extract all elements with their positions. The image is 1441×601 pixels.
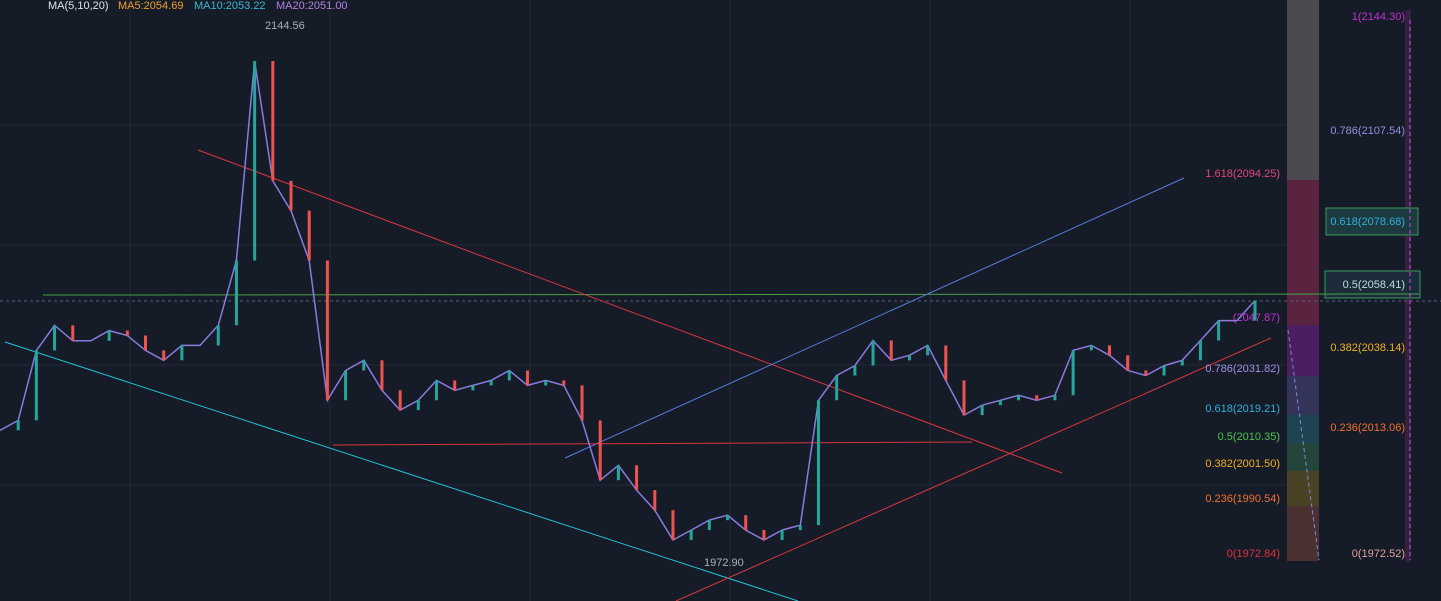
fib-level-label: 0.236(1990.54)	[1205, 493, 1280, 505]
fib-level-label: 1(2144.30)	[1352, 11, 1405, 23]
price-line	[0, 60, 1256, 541]
fib-level-label: 0(1972.52)	[1352, 548, 1405, 560]
indicator-label: MA(5,10,20)	[48, 0, 109, 12]
ma5-label: MA5:2054.69	[118, 0, 183, 12]
fib-level-label: 0.236(2013.06)	[1330, 422, 1405, 434]
ma10-label: MA10:2053.22	[194, 0, 266, 12]
high-label: 2144.56	[265, 20, 305, 32]
fib-level-label: 0.5(2058.41)	[1343, 279, 1405, 291]
fib-level-label: 0.5(2010.35)	[1218, 431, 1280, 443]
fib-level-label: 0.382(2038.14)	[1330, 342, 1405, 354]
fib-level-label: 0(1972.84)	[1227, 548, 1280, 560]
ma20-label: MA20:2051.00	[276, 0, 348, 12]
fib-level-label: 0.786(2031.82)	[1205, 363, 1280, 375]
fib-level-label: 0.618(2078.68)	[1330, 216, 1405, 228]
fib-level-label: 0.382(2001.50)	[1205, 458, 1280, 470]
fib-level-label: 0.786(2107.54)	[1330, 125, 1405, 137]
fib-level-label: 0.618(2019.21)	[1205, 403, 1280, 415]
fib-level-label: 1.618(2094.25)	[1205, 168, 1280, 180]
low-label: 1972.90	[704, 557, 744, 569]
drawings	[0, 20, 1441, 601]
